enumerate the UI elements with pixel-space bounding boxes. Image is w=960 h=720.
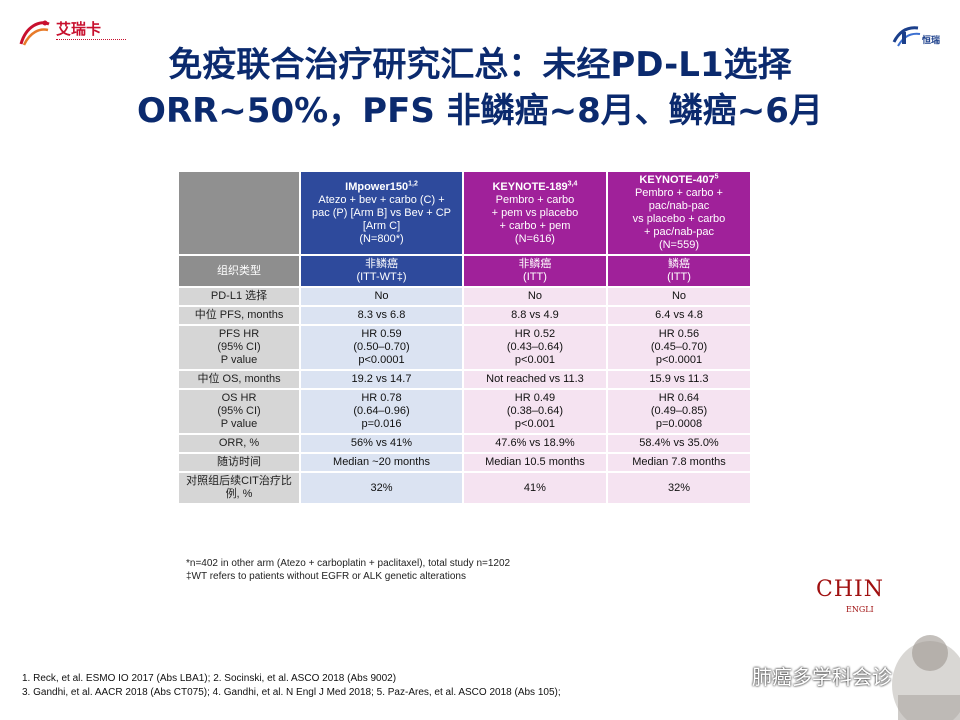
ribbon-logo-icon — [19, 20, 50, 46]
watermark-text: 肺癌多学科会诊 — [752, 664, 892, 689]
title-line-2: ORR~50%，PFS 非鳞癌~8月、鳞癌~6月 — [137, 91, 823, 131]
row-label: ORR, % — [178, 434, 301, 453]
row-label: PFS HR (95% CI) P value — [178, 325, 301, 370]
lion-statue-icon — [892, 635, 960, 720]
footnote-1: *n=402 in other arm (Atezo + carboplatin… — [186, 558, 511, 569]
chin-mark: CHIN — [816, 577, 884, 602]
trial-ref: 5 — [714, 173, 719, 181]
table-cell: 鳞癌 (ITT) — [606, 255, 751, 287]
logo-airuika: 艾瑞卡 — [18, 14, 128, 54]
trial-summary-table: IMpower1501,2 Atezo + bev + carbo (C) + … — [178, 171, 751, 504]
hengrui-logo-icon — [892, 26, 921, 47]
table-cell: No — [606, 287, 751, 306]
table-cell: Median 10.5 months — [462, 453, 607, 472]
slide-title: 免疫联合治疗研究汇总：未经PD-L1选择 ORR~50%，PFS 非鳞癌~8月、… — [0, 42, 960, 134]
table-cell: 15.9 vs 11.3 — [606, 370, 751, 389]
table-row: PD-L1 选择 No No No — [178, 287, 751, 306]
wechat-watermark: 肺癌多学科会诊 — [718, 661, 892, 689]
table-cell: 58.4% vs 35.0% — [606, 434, 751, 453]
table-cell: 47.6% vs 18.9% — [462, 434, 607, 453]
table-header-row: IMpower1501,2 Atezo + bev + carbo (C) + … — [178, 171, 751, 255]
table-row: ORR, % 56% vs 41% 47.6% vs 18.9% 58.4% v… — [178, 434, 751, 453]
brand-name: 艾瑞卡 — [56, 20, 102, 38]
table-row: 中位 PFS, months 8.3 vs 6.8 8.8 vs 4.9 6.4… — [178, 306, 751, 325]
table-cell: 非鳞癌 (ITT-WT‡) — [300, 255, 463, 287]
trial-name: IMpower150 — [345, 180, 409, 193]
table-cell: 19.2 vs 14.7 — [300, 370, 463, 389]
trial-ref: 3,4 — [567, 179, 578, 187]
table-cell: HR 0.59 (0.50–0.70) p<0.0001 — [300, 325, 463, 370]
table-cell: HR 0.49 (0.38–0.64) p<0.001 — [462, 389, 607, 434]
table-cell: HR 0.64 (0.49–0.85) p=0.0008 — [606, 389, 751, 434]
trial-ref: 1,2 — [408, 179, 418, 187]
trial-name: KEYNOTE-189 — [492, 180, 568, 193]
footnote-2: ‡WT refers to patients without EGFR or A… — [186, 571, 466, 582]
table-row-histology: 组织类型 非鳞癌 (ITT-WT‡) 非鳞癌 (ITT) 鳞癌 (ITT) — [178, 255, 751, 287]
logo-hengrui: 恒瑞 — [892, 24, 944, 48]
header-keynote189: KEYNOTE-1893,4 Pembro + carbo + pem vs p… — [462, 171, 607, 255]
header-keynote407: KEYNOTE-4075 Pembro + carbo + pac/nab-pa… — [606, 171, 751, 255]
row-label: 中位 PFS, months — [178, 306, 301, 325]
table-cell: 非鳞癌 (ITT) — [462, 255, 607, 287]
trial-description: Pembro + carbo + pac/nab-pac vs placebo … — [632, 187, 726, 251]
row-label: 中位 OS, months — [178, 370, 301, 389]
engl-mark: ENGLI — [846, 605, 874, 614]
references: 1. Reck, et al. ESMO IO 2017 (Abs LBA1);… — [22, 672, 642, 700]
row-label: PD-L1 选择 — [178, 287, 301, 306]
table-row: PFS HR (95% CI) P value HR 0.59 (0.50–0.… — [178, 325, 751, 370]
brand-underline — [56, 39, 126, 44]
table-cell: HR 0.56 (0.45–0.70) p<0.0001 — [606, 325, 751, 370]
table-cell: 8.3 vs 6.8 — [300, 306, 463, 325]
table-cell: 41% — [462, 472, 607, 504]
table-cell: HR 0.52 (0.43–0.64) p<0.001 — [462, 325, 607, 370]
header-impower150: IMpower1501,2 Atezo + bev + carbo (C) + … — [300, 171, 463, 255]
hengrui-label: 恒瑞 — [922, 36, 941, 46]
row-label: 随访时间 — [178, 453, 301, 472]
trial-name: KEYNOTE-407 — [639, 174, 715, 186]
table-cell: No — [462, 287, 607, 306]
table-row: OS HR (95% CI) P value HR 0.78 (0.64–0.9… — [178, 389, 751, 434]
table-cell: No — [300, 287, 463, 306]
row-label: 组织类型 — [178, 255, 301, 287]
table-cell: 32% — [300, 472, 463, 504]
trial-description: Atezo + bev + carbo (C) + pac (P) [Arm B… — [311, 193, 452, 245]
title-line-1: 免疫联合治疗研究汇总：未经PD-L1选择 — [168, 45, 792, 85]
table-row: 对照组后续CIT治疗比 例, % 32% 41% 32% — [178, 472, 751, 504]
header-blank-cell — [178, 171, 301, 255]
row-label: 对照组后续CIT治疗比 例, % — [178, 472, 301, 504]
reference-line-1: 1. Reck, et al. ESMO IO 2017 (Abs LBA1);… — [22, 673, 397, 684]
trial-description: Pembro + carbo + pem vs placebo + carbo … — [491, 193, 579, 245]
table-cell: Not reached vs 11.3 — [462, 370, 607, 389]
table-footnotes: *n=402 in other arm (Atezo + carboplatin… — [186, 557, 606, 583]
table-row: 随访时间 Median ~20 months Median 10.5 month… — [178, 453, 751, 472]
table-cell: 56% vs 41% — [300, 434, 463, 453]
table-row: 中位 OS, months 19.2 vs 14.7 Not reached v… — [178, 370, 751, 389]
table-cell: 32% — [606, 472, 751, 504]
row-label: OS HR (95% CI) P value — [178, 389, 301, 434]
lion-decoration: CHIN ENGLI — [780, 575, 960, 720]
table-cell: 6.4 vs 4.8 — [606, 306, 751, 325]
table-cell: Median 7.8 months — [606, 453, 751, 472]
reference-line-2: 3. Gandhi, et al. AACR 2018 (Abs CT075);… — [22, 687, 561, 698]
wechat-icon — [718, 664, 744, 686]
table-cell: HR 0.78 (0.64–0.96) p=0.016 — [300, 389, 463, 434]
table-cell: Median ~20 months — [300, 453, 463, 472]
table-cell: 8.8 vs 4.9 — [462, 306, 607, 325]
